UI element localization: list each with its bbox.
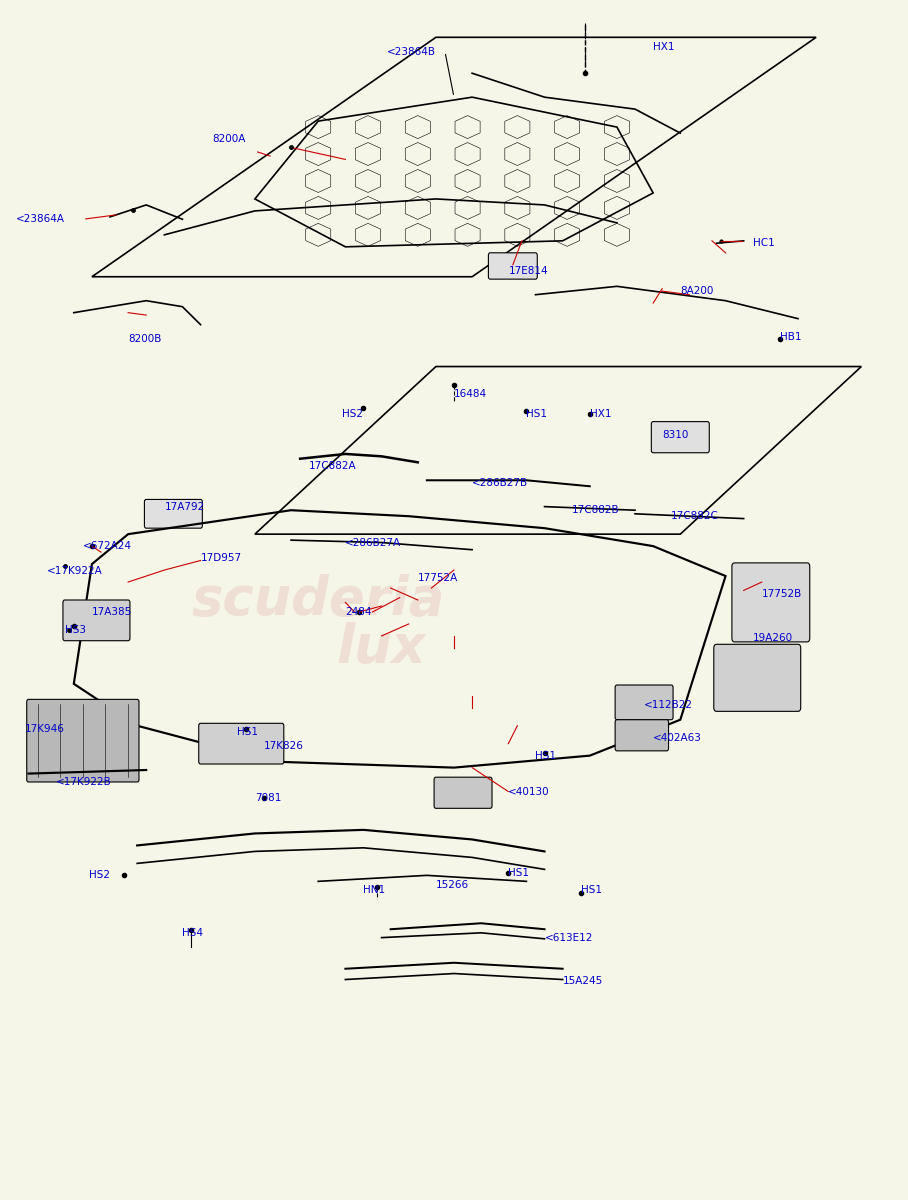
FancyBboxPatch shape — [63, 600, 130, 641]
Text: 2484: 2484 — [345, 607, 372, 617]
FancyBboxPatch shape — [615, 685, 673, 720]
Text: HS1: HS1 — [536, 751, 557, 761]
Text: 8200A: 8200A — [212, 134, 246, 144]
Text: <17K922A: <17K922A — [46, 566, 103, 576]
Text: HS1: HS1 — [237, 727, 258, 737]
Text: 17C882A: 17C882A — [309, 461, 357, 470]
Text: <23864B: <23864B — [387, 47, 436, 56]
Text: HB1: HB1 — [780, 331, 802, 342]
FancyBboxPatch shape — [144, 499, 202, 528]
Text: lux: lux — [337, 622, 427, 674]
Text: 7081: 7081 — [255, 792, 281, 803]
Text: HS4: HS4 — [183, 928, 203, 938]
Text: 17A792: 17A792 — [164, 502, 204, 511]
Text: HS2: HS2 — [342, 409, 363, 420]
Text: <402A63: <402A63 — [653, 733, 702, 743]
Text: 15266: 15266 — [436, 880, 469, 890]
Text: <672A24: <672A24 — [83, 541, 132, 551]
Text: 17K826: 17K826 — [264, 742, 304, 751]
Text: HS1: HS1 — [527, 409, 548, 420]
Text: <286B27A: <286B27A — [345, 538, 401, 547]
FancyBboxPatch shape — [732, 563, 810, 642]
FancyBboxPatch shape — [199, 724, 284, 764]
Text: 17752B: 17752B — [762, 589, 802, 599]
Text: HX1: HX1 — [653, 42, 675, 52]
Text: HS2: HS2 — [89, 870, 110, 881]
Text: 17752A: 17752A — [418, 574, 458, 583]
Text: 17D957: 17D957 — [201, 553, 242, 563]
FancyBboxPatch shape — [714, 644, 801, 712]
Text: 8A200: 8A200 — [680, 286, 714, 296]
Text: scuderia: scuderia — [192, 574, 445, 626]
Text: 17A385: 17A385 — [92, 607, 133, 617]
Text: 19A260: 19A260 — [753, 634, 793, 643]
Text: 17C882B: 17C882B — [572, 505, 619, 515]
Text: 15A245: 15A245 — [563, 976, 603, 985]
Text: 17K946: 17K946 — [25, 725, 64, 734]
Text: <40130: <40130 — [508, 786, 550, 797]
Text: 16484: 16484 — [454, 389, 487, 400]
FancyBboxPatch shape — [651, 421, 709, 452]
Text: HS3: HS3 — [64, 625, 85, 635]
Text: <17K922B: <17K922B — [55, 776, 112, 787]
Text: 8310: 8310 — [662, 430, 688, 439]
FancyBboxPatch shape — [489, 253, 538, 280]
Text: <286B27B: <286B27B — [472, 478, 528, 487]
Text: 17E814: 17E814 — [508, 265, 548, 276]
Text: <23864A: <23864A — [15, 215, 64, 224]
Text: 17C882C: 17C882C — [671, 511, 719, 521]
Text: HS1: HS1 — [508, 868, 529, 878]
FancyBboxPatch shape — [434, 778, 492, 809]
Text: <613E12: <613E12 — [545, 932, 593, 943]
Text: <112B22: <112B22 — [644, 701, 693, 710]
Text: HS1: HS1 — [581, 884, 602, 895]
Text: HX1: HX1 — [590, 409, 611, 420]
Text: HC1: HC1 — [753, 239, 775, 248]
Text: 8200B: 8200B — [128, 334, 162, 344]
Text: HN1: HN1 — [363, 884, 386, 895]
FancyBboxPatch shape — [26, 700, 139, 782]
FancyBboxPatch shape — [615, 720, 668, 751]
